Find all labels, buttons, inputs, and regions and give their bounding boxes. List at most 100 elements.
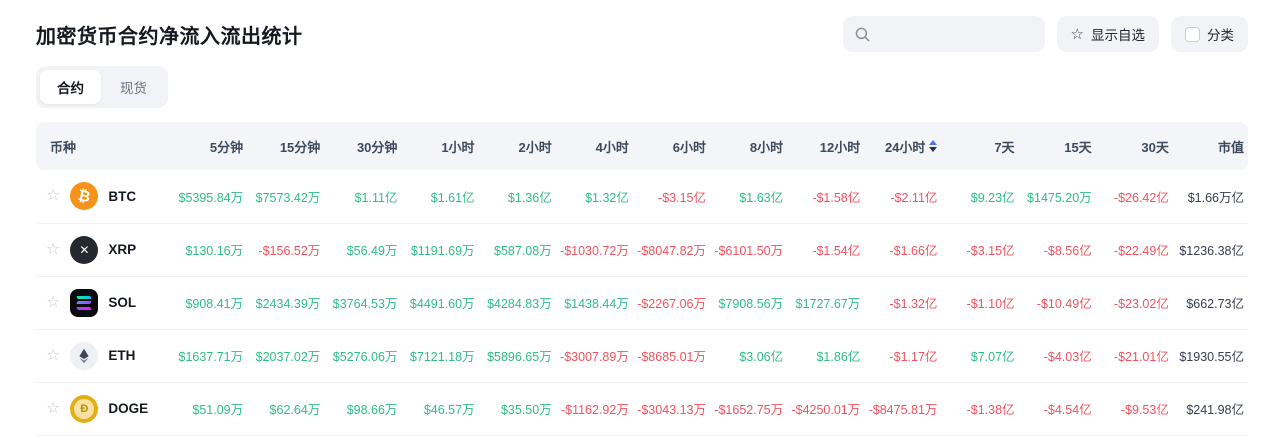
cell-5min: $51.09万 [168,382,246,436]
column-header-12h[interactable]: 12小时 [785,122,863,170]
cell-15d: -$4.03亿 [1016,329,1094,383]
search-input[interactable] [877,25,1033,43]
cell-24h: -$1.66亿 [862,223,940,277]
cell-8h: $7908.56万 [707,276,786,330]
cell-8h: -$6101.50万 [707,223,786,277]
column-header-4h[interactable]: 4小时 [553,122,631,170]
tab-合约[interactable]: 合约 [40,70,101,104]
cell-1h: $46.57万 [399,382,477,436]
coin-symbol: DOGE [108,401,149,416]
cell-coin: ☆ Đ DOGE [36,382,168,436]
column-header-marketcap[interactable]: 市值 [1170,122,1248,170]
cell-15d: -$8.56亿 [1016,223,1094,277]
column-header-24h[interactable]: 24小时 [862,122,940,170]
table-row-doge[interactable]: ☆ Đ DOGE $51.09万 $62.64万 $98.66万 $46.57万 $35.50… [36,382,1248,436]
table-row-xrp[interactable]: ☆ ✕ XRP $130.16万 -$156.52万 $56.49万 $1191.69万 $5… [36,223,1248,277]
cell-15min: $2434.39万 [245,276,323,330]
column-header-2h[interactable]: 2小时 [476,122,554,170]
cell-12h: -$4250.01万 [785,382,863,436]
cell-2h: $5896.65万 [476,329,554,383]
cell-1h: $1.61亿 [399,170,477,224]
netflow-table: 币种 5分钟 15分钟 30分钟 1小时 2小时 4小时 6小时 8小时 12小时 24小时 7天 15… [36,122,1248,436]
cell-15d: -$10.49亿 [1016,276,1094,330]
cell-6h: -$3043.13万 [630,382,708,436]
cell-4h: $1438.44万 [553,276,631,330]
coin-symbol: BTC [108,188,137,204]
column-header-30min[interactable]: 30分钟 [322,122,400,170]
cell-4h: -$1030.72万 [553,223,631,277]
table-header: 币种 5分钟 15分钟 30分钟 1小时 2小时 4小时 6小时 8小时 12小时 24小时 7天 15… [36,122,1248,170]
coin-symbol: ETH [108,348,136,363]
coin-symbol: XRP [108,242,137,257]
column-header-15min[interactable]: 15分钟 [245,122,323,170]
cell-7d: $7.07亿 [939,329,1017,383]
column-label-8h: 8小时 [749,139,784,155]
cell-marketcap: $241.98亿 [1170,382,1248,436]
cell-coin: ☆ ₿ BTC [36,170,168,224]
table-row-sol[interactable]: ☆ SOL $908.41万 $2434.39万 $3764.53万 $4491.60万 $… [36,276,1248,330]
tab-现货[interactable]: 现货 [103,70,164,104]
favorite-star-icon[interactable]: ☆ [46,346,61,364]
coin-symbol: SOL [108,295,137,310]
column-header-6h[interactable]: 6小时 [630,122,708,170]
btc-coin-icon: ₿ [70,182,99,211]
column-header-8h[interactable]: 8小时 [707,122,786,170]
favorite-star-icon[interactable]: ☆ [46,293,61,311]
cell-24h: -$8475.81万 [862,382,940,436]
sort-icon[interactable] [929,140,938,152]
column-header-1h[interactable]: 1小时 [399,122,477,170]
favorite-star-icon[interactable]: ☆ [46,399,61,417]
favorite-star-icon[interactable]: ☆ [46,240,61,258]
column-header-7d[interactable]: 7天 [939,122,1017,170]
cell-30min: $56.49万 [322,223,400,277]
topbar: 加密货币合约净流入流出统计 ☆ 显示自选 分类 [36,0,1248,52]
column-label-6h: 6小时 [672,139,706,155]
page-title: 加密货币合约净流入流出统计 [36,25,303,48]
column-label-1h: 1小时 [441,139,475,155]
topbar-controls: ☆ 显示自选 分类 [842,16,1248,52]
column-label-30d: 30天 [1141,139,1169,155]
show-favorites-button[interactable]: ☆ 显示自选 [1056,16,1159,52]
cell-2h: $35.50万 [476,382,554,436]
column-label-12h: 12小时 [819,139,861,155]
cell-1h: $4491.60万 [399,276,477,330]
cell-24h: -$2.11亿 [862,170,940,224]
sol-coin-icon [70,288,99,317]
star-icon: ☆ [1070,25,1084,43]
cell-15min: -$156.52万 [245,223,323,277]
cell-1h: $7121.18万 [399,329,477,383]
cell-coin: ☆ SOL [36,276,168,330]
cell-30d: -$22.49亿 [1093,223,1171,277]
column-header-30d[interactable]: 30天 [1093,122,1171,170]
column-header-15d[interactable]: 15天 [1016,122,1094,170]
show-favorites-label: 显示自选 [1091,28,1145,43]
column-label-marketcap: 市值 [1217,139,1244,155]
column-header-5min[interactable]: 5分钟 [168,122,246,170]
search-box[interactable] [842,16,1045,52]
cell-15d: -$4.54亿 [1016,382,1094,436]
cell-8h: $3.06亿 [707,329,786,383]
cell-7d: -$1.38亿 [939,382,1017,436]
xrp-coin-icon: ✕ [70,235,99,264]
favorite-star-icon[interactable]: ☆ [46,187,61,205]
column-label-30min: 30分钟 [356,139,398,155]
table-row-eth[interactable]: ☆ ETH $1637.71万 $2037.02万 $5276.06万 $7121.18万… [36,329,1248,383]
search-icon [855,27,869,41]
cell-12h: $1727.67万 [785,276,863,330]
cell-15d: $1475.20万 [1016,170,1094,224]
tab-group: 合约 现货 [36,66,168,108]
column-label-4h: 4小时 [595,139,629,155]
cell-15min: $7573.42万 [245,170,323,224]
cell-5min: $5395.84万 [168,170,246,224]
column-label-24h: 24小时 [884,139,926,155]
cell-8h: $1.63亿 [707,170,786,224]
cell-4h: -$1162.92万 [553,382,631,436]
cell-24h: -$1.17亿 [862,329,940,383]
cell-6h: -$3.15亿 [630,170,708,224]
cell-15min: $2037.02万 [245,329,323,383]
checkbox-icon [1185,26,1200,42]
column-label-coin: 币种 [50,139,77,155]
category-button[interactable]: 分类 [1171,16,1248,52]
table-row-btc[interactable]: ☆ ₿ BTC $5395.84万 $7573.42万 $1.11亿 $1.61亿 $1.36… [36,170,1248,224]
